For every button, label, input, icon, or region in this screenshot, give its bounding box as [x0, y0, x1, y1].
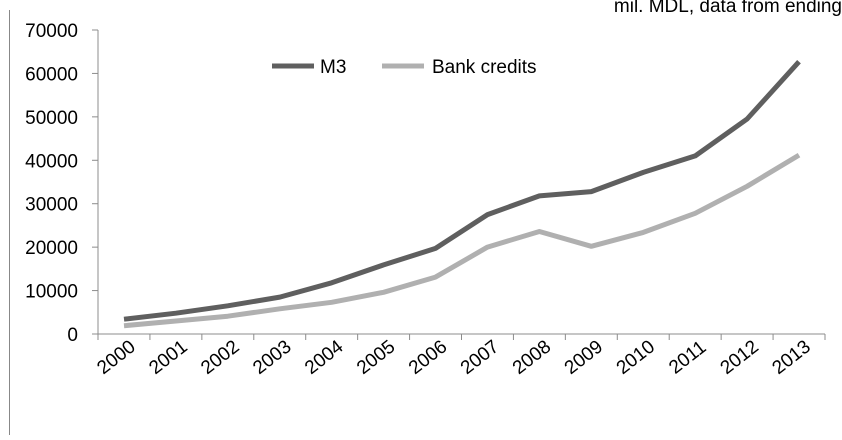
y-tick-label: 60000: [25, 64, 78, 85]
x-tick-label: 2013: [769, 336, 815, 379]
x-tick-label: 2004: [301, 336, 348, 379]
x-tick-label: 2003: [249, 336, 295, 379]
y-tick-label: 20000: [25, 238, 78, 259]
x-tick-label: 2002: [197, 336, 243, 379]
y-tick-label: 10000: [25, 282, 78, 303]
y-tick-label: 70000: [25, 21, 78, 42]
legend-label-bank-credits: Bank credits: [432, 57, 537, 78]
y-tick-label: 50000: [25, 108, 78, 129]
x-tick-label: 2005: [353, 336, 399, 379]
x-tick-label: 2001: [145, 336, 191, 379]
y-tick-label: 40000: [25, 151, 78, 172]
chart-note: mil. MDL, data from ending: [613, 0, 842, 17]
y-tick-label: 30000: [25, 195, 78, 216]
x-tick-label: 2010: [613, 336, 659, 379]
x-tick-label: 2008: [509, 336, 555, 379]
x-tick-label: 2007: [457, 336, 503, 379]
x-tick-label: 2000: [93, 336, 139, 379]
legend-label-m3: M3: [320, 57, 346, 78]
series-line-m3: [123, 60, 801, 322]
x-tick-label: 2011: [665, 337, 710, 379]
x-tick-label: 2012: [717, 336, 763, 379]
x-tick-label: 2009: [561, 336, 607, 379]
y-tick-label: 0: [67, 325, 78, 346]
x-tick-label: 2006: [405, 336, 451, 379]
series-line-bank-credits: [123, 152, 801, 329]
